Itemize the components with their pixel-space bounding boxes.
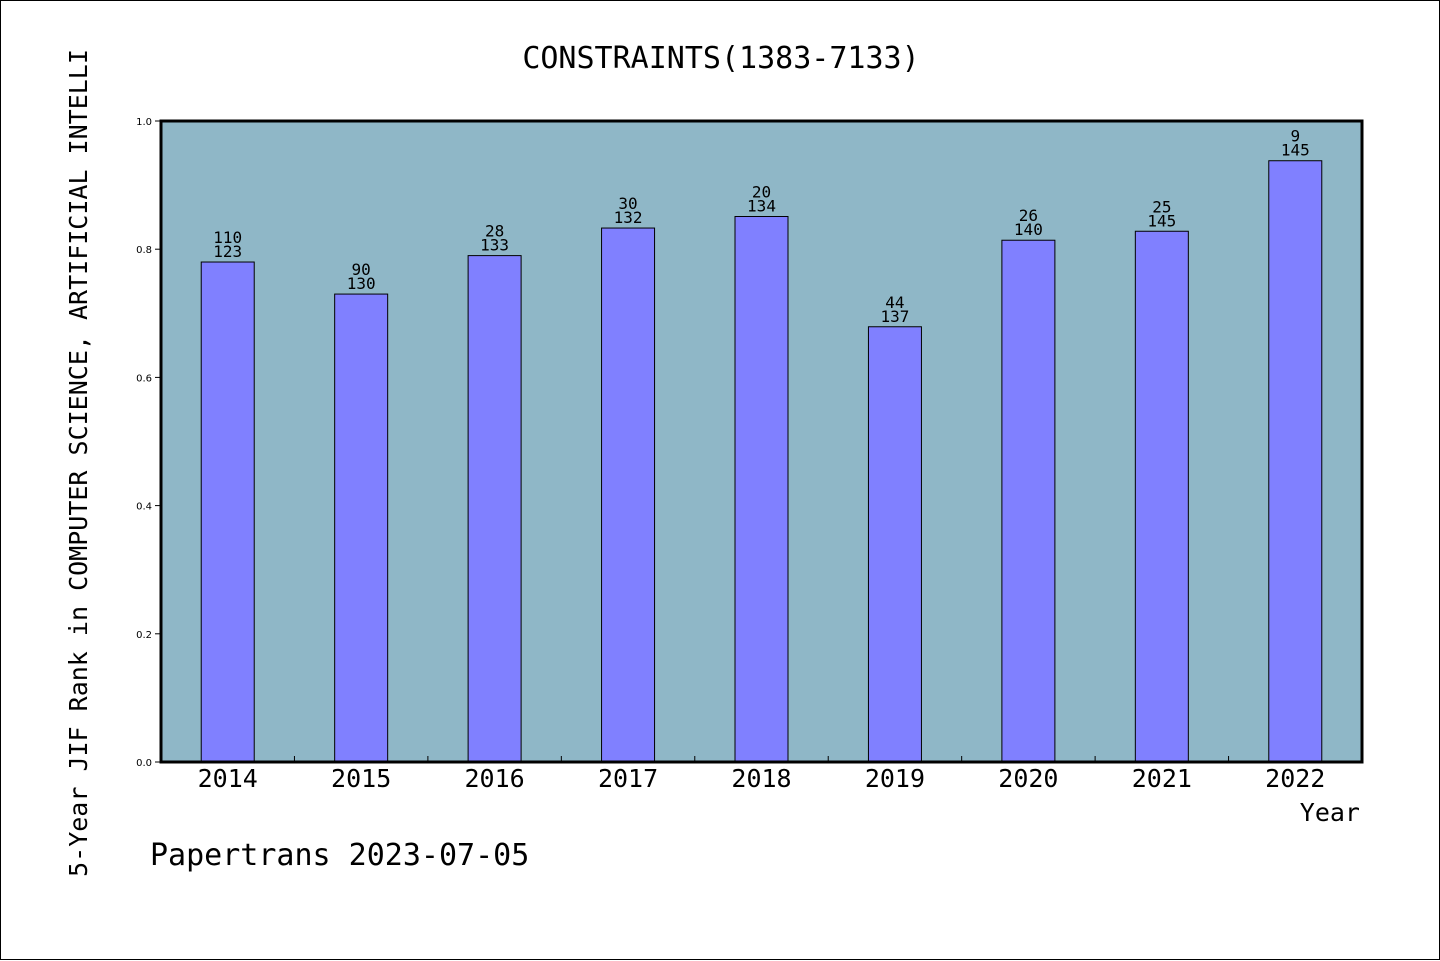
- y-axis: 0.0 0.2 0.4 0.6 0.8 1.0: [136, 117, 161, 769]
- bar-total-label: 137: [880, 307, 909, 326]
- bar-2018: [734, 216, 789, 763]
- bar-2016: [467, 255, 522, 763]
- x-tick-label: 2022: [1265, 764, 1325, 793]
- bar-rank-label: 20: [752, 183, 771, 202]
- y-tick-label: 0.6: [136, 373, 152, 384]
- y-tick-label: 0.0: [136, 758, 152, 769]
- bar-2017: [601, 227, 656, 763]
- x-tick-label: 2014: [198, 764, 258, 793]
- bar-total-label: 145: [1147, 211, 1176, 230]
- bar-total-label: 130: [347, 274, 376, 293]
- bar-rank-label: 110: [213, 228, 242, 247]
- bar-total-label: 145: [1281, 141, 1310, 160]
- x-tick-label: 2017: [598, 764, 658, 793]
- y-tick-label: 1.0: [136, 117, 152, 128]
- bar-rank-label: 28: [485, 222, 504, 241]
- bar-total-label: 134: [747, 197, 776, 216]
- footer-credit: Papertrans 2023-07-05: [150, 838, 529, 873]
- x-tick-label: 2019: [865, 764, 925, 793]
- bar-total-label: 132: [614, 208, 643, 227]
- bar-2019: [867, 326, 922, 763]
- bar-rank-label: 26: [1019, 206, 1038, 225]
- y-axis-label: 5-Year JIF Rank in COMPUTER SCIENCE, ART…: [64, 49, 93, 877]
- y-tick-label: 0.8: [136, 245, 152, 256]
- bar-rank-label: 9: [1290, 127, 1300, 146]
- chart-title: CONSTRAINTS(1383-7133): [522, 41, 919, 76]
- bar-2021: [1134, 230, 1189, 763]
- bar-total-label: 140: [1014, 220, 1043, 239]
- bar-rank-label: 25: [1152, 197, 1171, 216]
- bar-2014: [200, 261, 255, 763]
- x-tick-label: 2016: [465, 764, 525, 793]
- bar-rank-label: 90: [352, 260, 371, 279]
- bars-layer: 1101239013028133301322013444137261402514…: [200, 127, 1323, 763]
- x-axis: 2014 2015 2016 2017 2018 2019 2020 2021 2022: [198, 756, 1325, 793]
- plot-border: [159, 119, 1364, 764]
- x-tick-label: 2020: [998, 764, 1058, 793]
- bar-rank-label: 44: [885, 293, 904, 312]
- bar-2020: [1001, 239, 1056, 763]
- y-tick-label: 0.4: [136, 502, 152, 513]
- bar-rank-label: 30: [618, 194, 637, 213]
- bar-2015: [334, 293, 389, 763]
- bar-2022: [1268, 160, 1323, 763]
- y-tick-label: 0.2: [136, 630, 152, 641]
- x-tick-label: 2015: [331, 764, 391, 793]
- x-tick-label: 2021: [1132, 764, 1192, 793]
- bar-total-label: 133: [480, 236, 509, 255]
- bar-total-label: 123: [213, 242, 242, 261]
- x-axis-label: Year: [1300, 798, 1360, 827]
- x-tick-label: 2018: [731, 764, 791, 793]
